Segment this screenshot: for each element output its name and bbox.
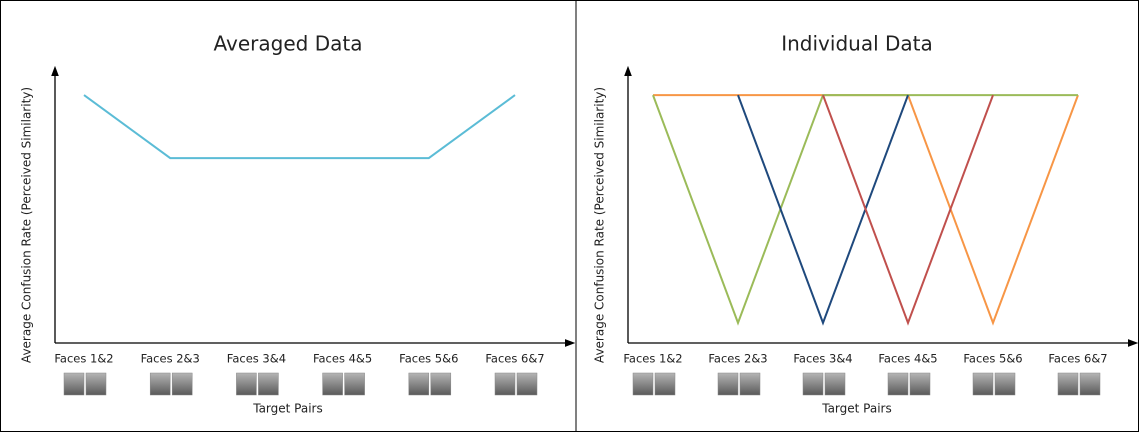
x-tick-label: Faces 2&3: [141, 352, 200, 366]
face-thumbnail: [825, 373, 845, 395]
face-thumbnail: [236, 373, 256, 395]
face-thumbnail: [323, 373, 343, 395]
face-thumbnail: [740, 373, 760, 395]
face-thumbnail: [495, 373, 515, 395]
x-tick-label: Faces 2&3: [708, 352, 767, 366]
x-tick-label: Faces 1&2: [54, 352, 113, 366]
face-thumbnail: [633, 373, 653, 395]
face-thumbnail: [431, 373, 451, 395]
face-thumbnail: [1080, 373, 1100, 395]
y-axis-label: Average Confusion Rate (Perceived Simila…: [20, 87, 34, 363]
face-thumbnail: [973, 373, 993, 395]
x-tick-label: Faces 6&7: [1048, 352, 1107, 366]
x-axis-label: Target Pairs: [821, 402, 892, 416]
face-thumbnail: [888, 373, 908, 395]
x-tick-label: Faces 6&7: [485, 352, 544, 366]
face-thumbnail: [718, 373, 738, 395]
x-tick-label: Faces 1&2: [623, 352, 682, 366]
face-thumbnail: [172, 373, 192, 395]
face-thumbnail: [64, 373, 84, 395]
face-thumbnail: [150, 373, 170, 395]
chart-title: Individual Data: [781, 32, 933, 56]
face-thumbnail: [910, 373, 930, 395]
chart-title: Averaged Data: [214, 32, 363, 56]
figure: Averaged Data Average Confusion Rate (Per…: [0, 0, 1139, 432]
x-tick-label: Faces 5&6: [963, 352, 1022, 366]
face-thumbnail: [345, 373, 365, 395]
x-tick-label: Faces 3&4: [793, 352, 852, 366]
face-thumbnail: [1058, 373, 1078, 395]
y-axis-label: Average Confusion Rate (Perceived Simila…: [593, 87, 607, 363]
x-axis-label: Target Pairs: [252, 402, 323, 416]
x-tick-label: Faces 4&5: [878, 352, 937, 366]
face-thumbnail: [995, 373, 1015, 395]
x-tick-label: Faces 4&5: [313, 352, 372, 366]
face-thumbnail: [803, 373, 823, 395]
frame: [1, 1, 1139, 432]
face-thumbnail: [258, 373, 278, 395]
face-thumbnail: [655, 373, 675, 395]
x-tick-label: Faces 3&4: [227, 352, 286, 366]
face-thumbnail: [409, 373, 429, 395]
face-thumbnail: [86, 373, 106, 395]
face-thumbnail: [517, 373, 537, 395]
x-tick-label: Faces 5&6: [399, 352, 458, 366]
